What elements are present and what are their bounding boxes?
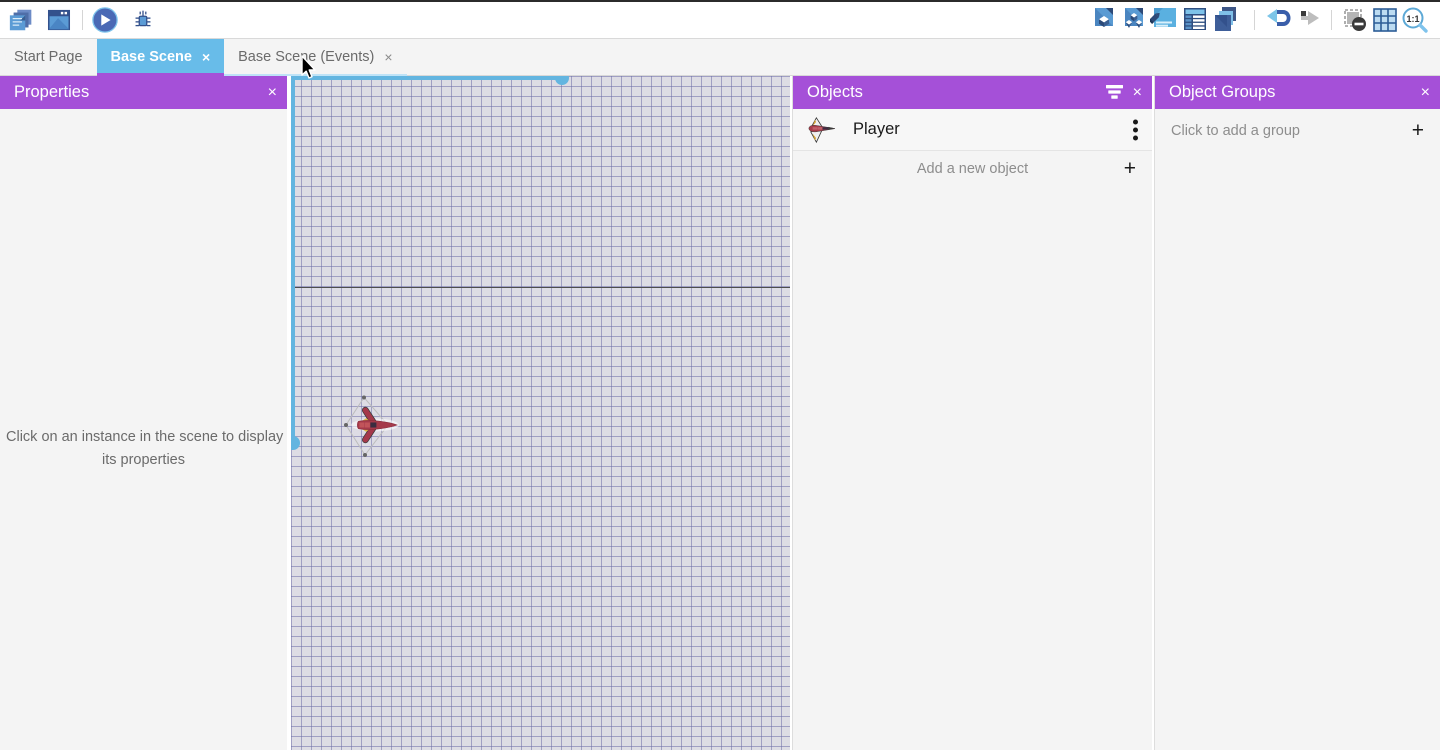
svg-text:1:1: 1:1 — [1406, 14, 1419, 24]
